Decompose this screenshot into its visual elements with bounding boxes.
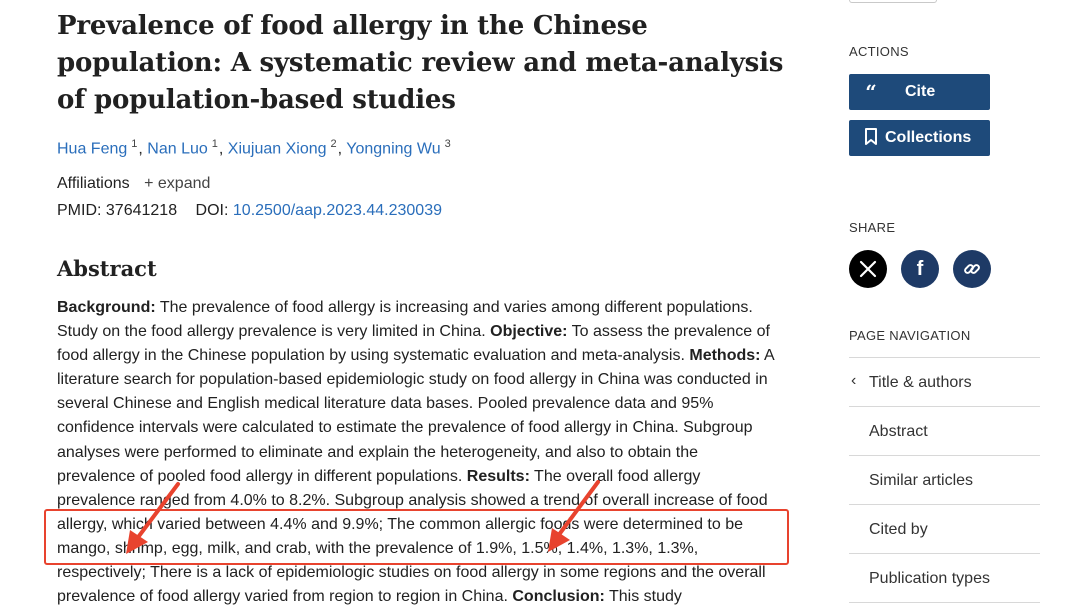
actions-label: ACTIONS bbox=[849, 44, 909, 59]
share-label: SHARE bbox=[849, 220, 896, 235]
article-title: Prevalence of food allergy in the Chines… bbox=[57, 11, 784, 115]
highlight-annotation-box bbox=[44, 509, 789, 565]
expand-toggle[interactable]: + expand bbox=[144, 175, 210, 192]
background-label: Background: bbox=[57, 299, 156, 316]
author-link[interactable]: Hua Feng bbox=[57, 140, 128, 158]
article-main: Prevalence of food allergy in the Chines… bbox=[57, 0, 787, 605]
author-link[interactable]: Yongning Wu bbox=[346, 140, 441, 158]
chevron-left-icon: ‹ bbox=[851, 372, 857, 389]
objective-text: To assess the prevalence of food allergy… bbox=[57, 323, 770, 365]
page-navigation-label: PAGE NAVIGATION bbox=[849, 328, 971, 343]
bookmark-icon bbox=[861, 127, 881, 149]
quote-icon: “ bbox=[865, 80, 877, 104]
pmid-label: PMID: bbox=[57, 202, 102, 219]
cite-label: Cite bbox=[905, 83, 936, 100]
methods-text: A literature search for population-based… bbox=[57, 347, 774, 485]
plus-icon: + bbox=[144, 175, 154, 192]
expand-label: expand bbox=[157, 175, 211, 192]
nav-item-label: Abstract bbox=[869, 423, 928, 440]
nav-item-cited-by[interactable]: Cited by bbox=[849, 505, 1040, 554]
nav-item-publication-types[interactable]: Publication types bbox=[849, 554, 1040, 603]
affiliations-row: Affiliations + expand bbox=[57, 175, 210, 193]
nav-item-label: Cited by bbox=[869, 521, 928, 538]
nav-item-label: Title & authors bbox=[869, 374, 972, 391]
cite-button[interactable]: “ Cite bbox=[849, 74, 990, 110]
nav-item-similar-articles[interactable]: Similar articles bbox=[849, 456, 1040, 505]
author-link[interactable]: Nan Luo bbox=[147, 140, 208, 158]
doi-label: DOI: bbox=[195, 202, 229, 219]
nav-divider bbox=[849, 357, 1040, 358]
link-icon bbox=[964, 264, 980, 274]
facebook-icon: f bbox=[916, 257, 924, 280]
results-label: Results: bbox=[466, 467, 530, 485]
abstract-heading: Abstract bbox=[57, 256, 157, 281]
arrow-annotation-icon bbox=[126, 482, 180, 554]
nav-item-label: Publication types bbox=[869, 570, 990, 587]
x-logo-icon bbox=[859, 260, 877, 278]
affiliation-ref[interactable]: 1 bbox=[211, 138, 218, 150]
objective-label: Objective: bbox=[490, 323, 568, 341]
affiliation-ref[interactable]: 2 bbox=[330, 138, 337, 150]
affiliation-ref[interactable]: 3 bbox=[444, 138, 451, 150]
nav-item-title-authors[interactable]: ‹ Title & authors bbox=[849, 358, 1040, 407]
doi-link[interactable]: 10.2500/aap.2023.44.230039 bbox=[232, 202, 442, 219]
background-text: The prevalence of food allergy is increa… bbox=[57, 299, 753, 341]
share-buttons: f bbox=[849, 250, 991, 288]
conclusion-text: This study bbox=[604, 588, 682, 606]
affiliations-label: Affiliations bbox=[57, 175, 130, 192]
nav-item-label: Similar articles bbox=[869, 472, 974, 489]
conclusion-label: Conclusion: bbox=[512, 588, 605, 606]
identifiers-row: PMID: 37641218 DOI: 10.2500/aap.2023.44.… bbox=[57, 202, 442, 220]
affiliation-ref[interactable]: 1 bbox=[131, 138, 138, 150]
collections-button[interactable]: Collections bbox=[849, 120, 990, 156]
share-x-button[interactable] bbox=[849, 250, 887, 288]
author-list: Hua Feng 1, Nan Luo 1, Xiujuan Xiong 2, Yon… bbox=[57, 138, 451, 158]
share-link-button[interactable] bbox=[953, 250, 991, 288]
nav-item-abstract[interactable]: Abstract bbox=[849, 407, 1040, 456]
collections-label: Collections bbox=[885, 129, 972, 146]
share-facebook-button[interactable]: f bbox=[901, 250, 939, 288]
arrow-annotation-icon bbox=[548, 480, 600, 552]
methods-label: Methods: bbox=[689, 347, 761, 365]
pmid-value: 37641218 bbox=[105, 202, 178, 219]
author-link[interactable]: Xiujuan Xiong bbox=[227, 140, 327, 158]
sidebar-top-control[interactable] bbox=[849, 0, 937, 3]
